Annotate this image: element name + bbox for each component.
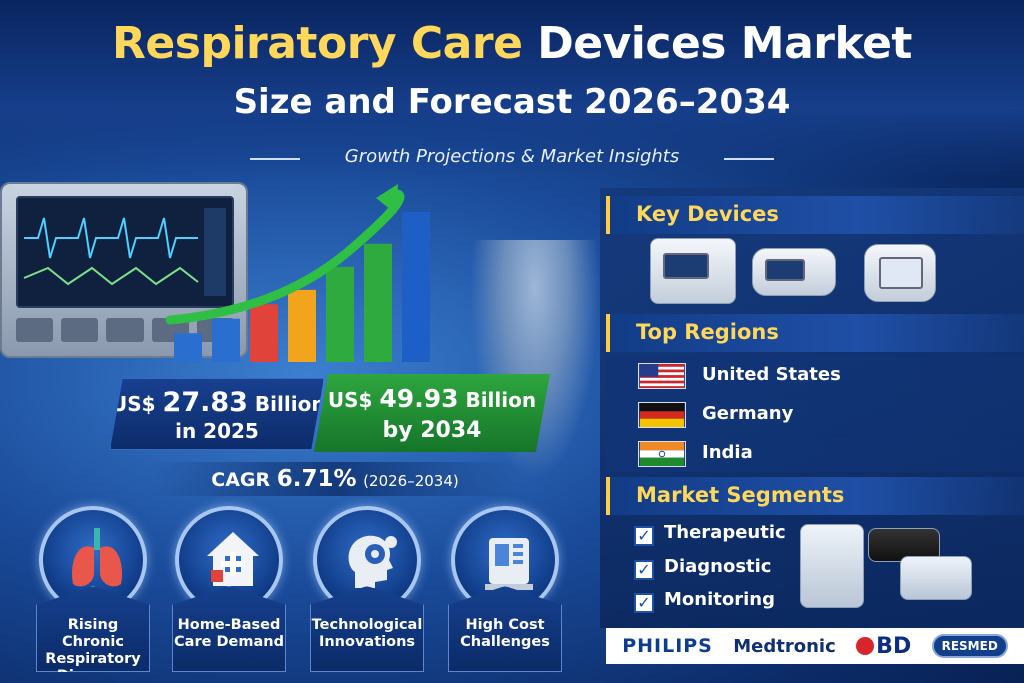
section-top-regions: Top Regions: [606, 314, 1024, 352]
region-row: Germany: [606, 395, 1024, 433]
driver-tech-innovations: Technological Innovations: [310, 506, 424, 676]
region-name: United States: [702, 364, 841, 385]
label-line: High Cost: [465, 617, 545, 633]
ventilator-monitor-image: [0, 182, 248, 358]
monitor-device-image: [900, 556, 972, 600]
resmed-logo: RESMED: [931, 634, 1008, 658]
segment-item: ✓ Monitoring: [634, 589, 775, 613]
label-line: Care Demand: [174, 634, 284, 650]
growth-bar: [250, 304, 278, 362]
medical-device-icon: [485, 538, 533, 590]
india-flag-icon: [638, 441, 686, 467]
page-title: Respiratory Care Devices Market: [0, 18, 1024, 69]
value-2034-line: US$ 49.93 Billion: [314, 384, 550, 413]
bd-dot-icon: [856, 636, 875, 655]
unit: Billion: [254, 392, 326, 416]
tagline: Growth Projections & Market Insights: [250, 146, 774, 167]
medtronic-logo: Medtronic: [733, 635, 836, 657]
value-2034-year: by 2034: [382, 418, 482, 443]
growth-arrow: [165, 189, 405, 325]
device-screen: [663, 253, 709, 279]
cagr-value: 6.71%: [276, 466, 357, 492]
head-gear-icon: [348, 535, 397, 588]
cagr-banner: CAGR 6.71% (2026–2034): [150, 462, 520, 496]
segment-label: Monitoring: [664, 589, 775, 610]
bd-logo: BD: [856, 634, 911, 659]
unit: Billion: [465, 388, 537, 412]
region-name: Germany: [702, 403, 794, 424]
checkbox-icon: ✓: [634, 526, 654, 546]
segment-label: Therapeutic: [664, 522, 786, 543]
device-screen: [765, 259, 805, 281]
growth-bar: [402, 212, 430, 362]
germany-flag-icon: [638, 402, 686, 428]
label-line: Rising Chronic: [62, 617, 124, 650]
growth-bar: [174, 333, 202, 362]
region-row: United States: [606, 356, 1024, 394]
driver-label: High Cost Challenges: [448, 586, 562, 672]
section-key-devices: Key Devices: [606, 196, 1024, 234]
value-2034-box: US$ 49.93 Billion by 2034: [314, 374, 550, 452]
segment-label: Diagnostic: [664, 556, 772, 577]
region-row: India: [606, 434, 1024, 472]
monitor-screen: [16, 196, 234, 308]
bd-text: BD: [876, 633, 912, 659]
growth-bar: [364, 243, 392, 362]
value-2025-amount: 27.83: [162, 387, 248, 418]
growth-chart: [165, 184, 430, 362]
title-highlight: Respiratory Care: [112, 18, 523, 69]
driver-circle: [313, 506, 421, 614]
driver-label: Technological Innovations: [310, 586, 424, 672]
driver-label: Home-Based Care Demand: [172, 586, 286, 672]
segment-item: ✓ Diagnostic: [634, 556, 771, 580]
cagr-period: (2026–2034): [363, 472, 459, 490]
checkbox-icon: ✓: [634, 560, 654, 580]
home-care-icon: [207, 532, 259, 586]
label-line: Challenges: [460, 634, 550, 650]
growth-bar: [326, 266, 354, 362]
label-line: Diseases: [56, 668, 130, 683]
section-market-segments: Market Segments: [606, 477, 1024, 515]
page-subtitle: Size and Forecast 2026–2034: [233, 82, 791, 122]
device-screen: [879, 257, 923, 289]
value-2025-line: US$ 27.83 Billion: [111, 387, 326, 418]
section-title: Key Devices: [636, 202, 779, 226]
segment-item: ✓ Therapeutic: [634, 522, 786, 546]
driver-high-cost: High Cost Challenges: [448, 506, 562, 676]
driver-home-care: Home-Based Care Demand: [172, 506, 286, 676]
section-title: Top Regions: [636, 320, 779, 344]
device-ventilator-image: [650, 238, 736, 304]
value-2025-year: in 2025: [175, 419, 259, 443]
label-line: Innovations: [318, 634, 416, 650]
driver-chronic-diseases: Rising Chronic Respiratory Diseases: [36, 506, 150, 676]
nebulizer-device-image: [800, 524, 864, 608]
device-cpap-image: [752, 248, 836, 296]
title-rest: Devices Market: [537, 18, 912, 69]
label-line: Technological: [311, 617, 423, 633]
region-name: India: [702, 442, 753, 463]
header-band: [0, 0, 1024, 180]
philips-logo: PHILIPS: [622, 635, 713, 657]
cagr-label: CAGR: [211, 469, 271, 491]
growth-bar: [288, 289, 316, 362]
value-2025-box: US$ 27.83 Billion in 2025: [110, 378, 324, 450]
driver-label: Rising Chronic Respiratory Diseases: [36, 586, 150, 672]
device-concentrator-image: [864, 244, 936, 302]
label-line: Respiratory: [45, 651, 141, 667]
currency: US$: [327, 388, 373, 412]
growth-bar: [212, 318, 240, 362]
value-2034-amount: 49.93: [379, 384, 459, 413]
lungs-icon: [71, 528, 123, 587]
arrow-head: [376, 184, 398, 214]
section-title: Market Segments: [636, 483, 845, 507]
brand-logos: PHILIPS Medtronic BD RESMED: [606, 628, 1024, 664]
label-line: Home-Based: [177, 617, 281, 633]
us-flag-icon: [638, 363, 686, 389]
checkbox-icon: ✓: [634, 593, 654, 613]
